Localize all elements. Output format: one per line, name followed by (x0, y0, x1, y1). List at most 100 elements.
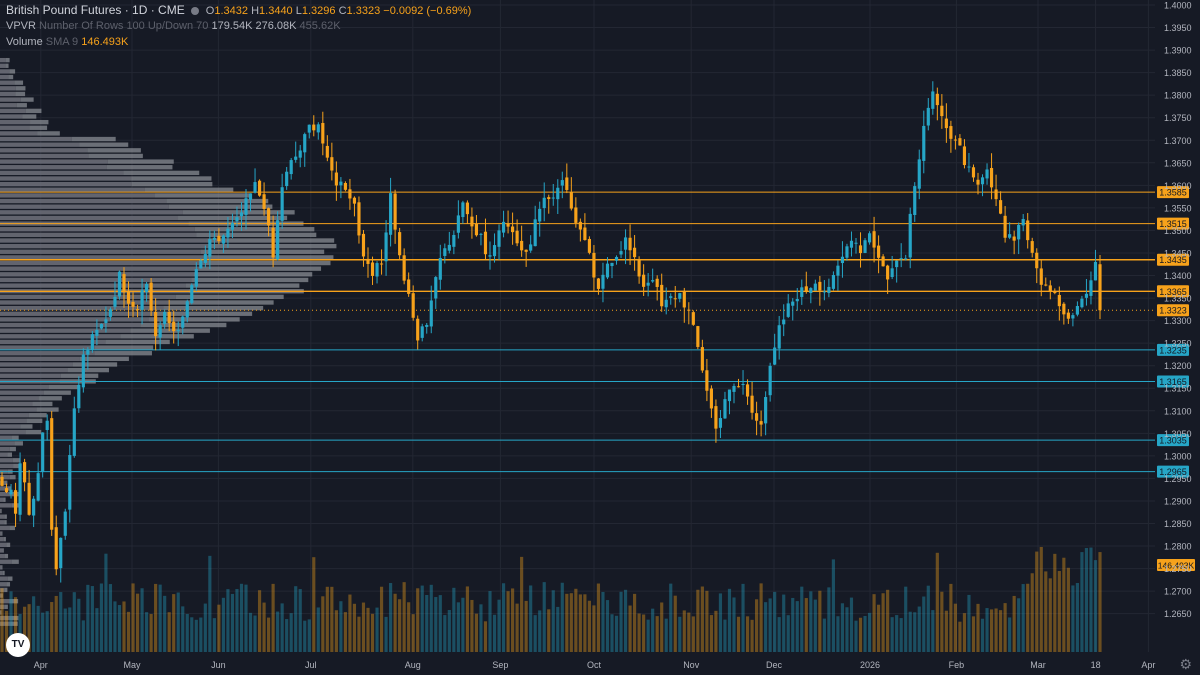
vpvr-up-bar (0, 441, 15, 446)
volume-sma-label: SMA 9 (45, 36, 79, 48)
vpvr-up-bar (0, 621, 12, 626)
candle-body (1026, 220, 1030, 241)
vpvr-up-bar (0, 339, 106, 345)
vpvr-up-bar (0, 570, 3, 576)
vpvr-up-bar (0, 452, 8, 457)
price-axis[interactable]: 1.4000 1.3950 1.3900 1.3850 1.3800 1.3750 1.37… (1164, 1, 1192, 620)
volume-bar (501, 583, 506, 652)
vpvr-label[interactable]: VPVR (6, 20, 36, 32)
candle-body (736, 386, 741, 388)
volume-bar (827, 587, 831, 652)
candle-body (262, 194, 266, 209)
symbol-title[interactable]: British Pound Futures · 1D · CME (6, 3, 185, 17)
candle-body (971, 167, 976, 178)
candle-body (727, 389, 732, 402)
candle-body (221, 235, 225, 244)
candle-body (700, 347, 704, 371)
vpvr-down-bar (1, 531, 3, 536)
candle-body (511, 226, 515, 233)
candle-body (235, 217, 239, 222)
candle-body (239, 212, 244, 217)
candle-body (962, 146, 967, 166)
vpvr-down-bar (9, 69, 16, 74)
horizontal-levels[interactable]: 1.3585 1.3515 1.3435 1.3365 1.3323 1.3235 1.31… (0, 186, 1195, 571)
volume-bar (655, 616, 659, 652)
vpvr-up-bar (0, 170, 124, 176)
time-tick-label: Sep (492, 660, 508, 670)
symbol-legend[interactable]: British Pound Futures · 1D · CME O1.3432… (6, 3, 471, 17)
vpvr-down-bar (8, 74, 14, 80)
time-tick-label: 18 (1091, 660, 1101, 670)
volume-bar (664, 618, 668, 652)
volume-bar (709, 615, 713, 652)
volume-bar (836, 616, 840, 652)
volume-label[interactable]: Volume (6, 36, 43, 48)
candle-body (479, 233, 483, 235)
candle-body (1084, 293, 1089, 298)
vpvr-down-bar (156, 311, 253, 316)
volume-bar (27, 604, 31, 652)
candle-body (298, 150, 302, 158)
vpvr-up-bar (0, 69, 10, 74)
vpvr-down-bar (0, 610, 2, 615)
vpvr-up-bar (0, 418, 27, 424)
vpvr-down-bar (7, 452, 13, 457)
volume-bar (773, 591, 777, 652)
volume-bar (542, 582, 546, 652)
time-axis[interactable]: Apr May Jun Jul Aug Sep Oct Nov Dec 2026 Feb Mar 18 A… (34, 660, 1156, 670)
volume-bar (113, 601, 117, 652)
price-tick-label: 1.3400 (1164, 271, 1192, 281)
candle-body (822, 291, 826, 293)
volume-bar (239, 583, 244, 652)
volume-bar (980, 618, 985, 652)
volume-bar (357, 616, 361, 652)
vpvr-up-bar (0, 576, 8, 581)
low-label: L (295, 5, 302, 17)
vpvr-down-bar (199, 266, 322, 271)
volume-bar (90, 586, 94, 652)
vpvr-down-bar (79, 142, 129, 147)
volume-bar (610, 614, 614, 652)
volume-bar (1066, 567, 1070, 652)
volume-bar (962, 613, 967, 652)
volume-bar (1035, 551, 1039, 652)
candle-body (759, 421, 763, 425)
volume-bar (890, 617, 894, 652)
candle-body (551, 197, 555, 199)
vpvr-legend[interactable]: VPVR Number Of Rows 100 Up/Down 70 179.5… (6, 20, 341, 32)
tradingview-logo-icon[interactable]: TV (6, 633, 30, 657)
candle-body (108, 309, 113, 317)
time-tick-label: 2026 (860, 660, 880, 670)
volume-bar (768, 598, 772, 652)
candle-body (651, 280, 655, 282)
candle-body (420, 326, 424, 338)
candle-body (899, 258, 903, 260)
volume-bar (782, 594, 786, 652)
gear-icon[interactable]: ⚙ (1179, 656, 1192, 672)
volume-legend[interactable]: Volume SMA 9 146.493K (6, 36, 128, 48)
price-tick-label: 1.3200 (1164, 361, 1192, 371)
volume-bar (583, 594, 587, 652)
candlesticks[interactable] (0, 81, 1102, 583)
volume-bar (474, 613, 479, 652)
vpvr-down-bar (11, 599, 19, 604)
candle-body (267, 208, 271, 226)
volume-bar (154, 583, 158, 652)
volume-bar (804, 598, 808, 652)
vpvr-down-bar (26, 418, 43, 424)
vpvr-down-bar (5, 63, 9, 68)
price-tick-label: 1.3850 (1164, 68, 1192, 78)
candle-body (732, 385, 736, 392)
price-tick-label: 1.2950 (1164, 474, 1192, 484)
candle-body (244, 198, 248, 215)
volume-bar (822, 618, 826, 652)
volume-bar (687, 612, 691, 652)
candle-body (104, 319, 108, 324)
candle-body (863, 240, 867, 253)
candle-body (940, 105, 944, 117)
candle-body (587, 238, 591, 253)
candle-body (678, 293, 682, 299)
volume-bar (438, 595, 442, 652)
vpvr-down-bar (193, 272, 313, 277)
